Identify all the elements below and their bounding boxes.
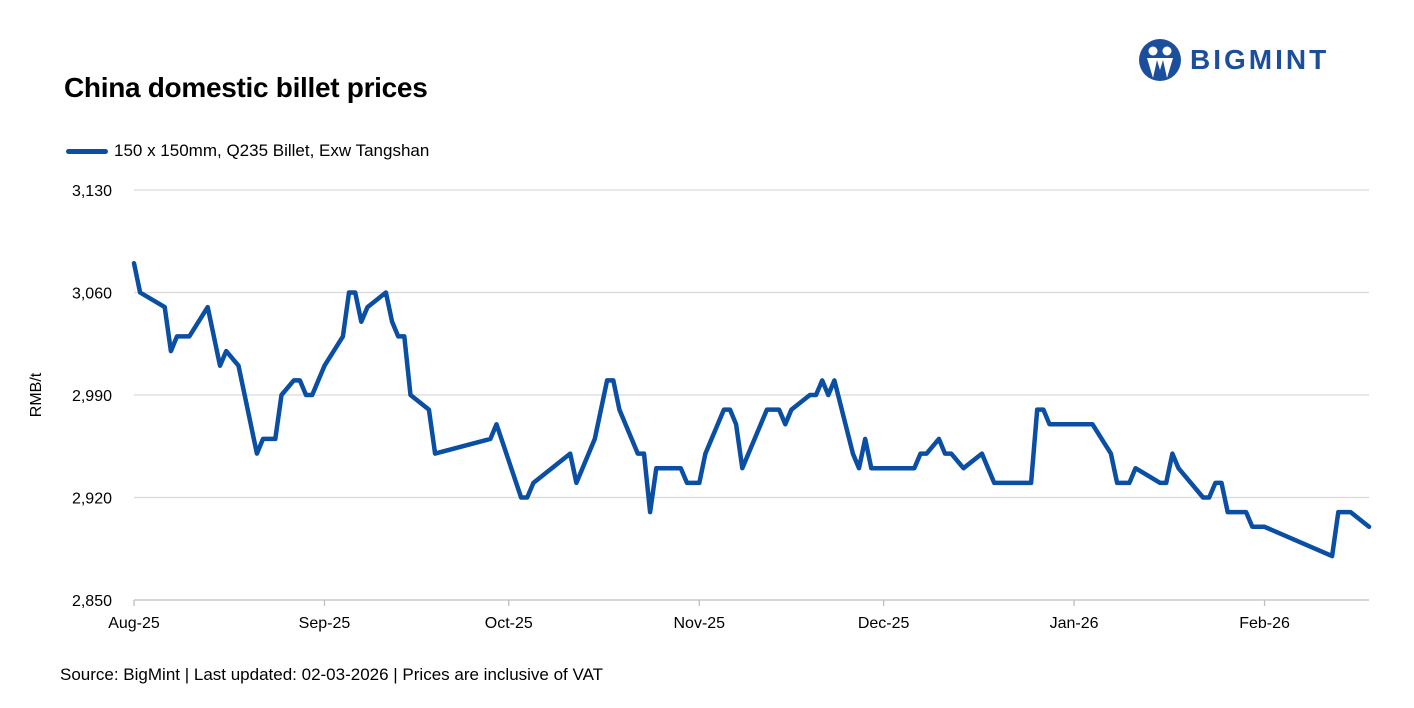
series-line bbox=[131, 260, 1372, 559]
x-tick-label: Nov-25 bbox=[673, 615, 725, 632]
x-tick-label: Sep-25 bbox=[299, 615, 351, 632]
source-note: Source: BigMint | Last updated: 02-03-20… bbox=[60, 665, 604, 684]
x-tick-label: Dec-25 bbox=[858, 615, 910, 632]
x-tick-label: Oct-25 bbox=[485, 615, 533, 632]
chart-title: China domestic billet prices bbox=[64, 72, 428, 103]
y-tick-label: 2,850 bbox=[72, 593, 112, 610]
y-tick-label: 3,130 bbox=[72, 183, 112, 200]
x-tick-label: Feb-26 bbox=[1239, 615, 1290, 632]
x-tick-label: Aug-25 bbox=[108, 615, 160, 632]
logo-text: BIGMINT bbox=[1190, 44, 1330, 75]
y-tick-label: 3,060 bbox=[72, 286, 112, 303]
legend-swatch bbox=[66, 148, 108, 154]
y-tick-label: 2,920 bbox=[72, 491, 112, 508]
y-tick-label: 2,990 bbox=[72, 388, 112, 405]
legend: 150 x 150mm, Q235 Billet, Exw Tangshan bbox=[66, 141, 429, 161]
y-axis-label: RMB/t bbox=[28, 372, 45, 417]
bigmint-logo-icon bbox=[1139, 39, 1181, 81]
legend-label: 150 x 150mm, Q235 Billet, Exw Tangshan bbox=[114, 141, 430, 160]
x-tick-label: Jan-26 bbox=[1050, 615, 1099, 632]
bigmint-logo: BIGMINT bbox=[1138, 38, 1329, 82]
